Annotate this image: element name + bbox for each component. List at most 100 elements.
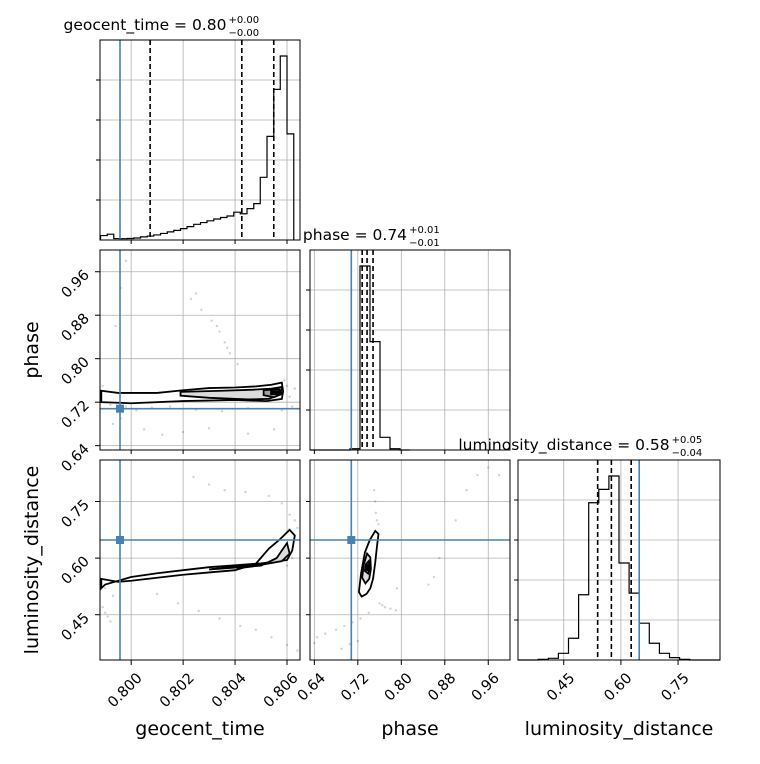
sample-point xyxy=(389,607,392,610)
sample-point xyxy=(374,511,377,515)
truth-marker xyxy=(347,536,356,544)
sample-point xyxy=(454,519,457,522)
sample-point xyxy=(291,556,294,560)
x-tick-label: 0.80 xyxy=(382,670,416,704)
x-tick-label: 0.75 xyxy=(659,670,693,704)
sample-point xyxy=(315,636,319,639)
x-tick-label: 0.64 xyxy=(295,670,329,704)
sample-point xyxy=(291,405,294,408)
sample-point xyxy=(142,428,146,431)
sample-point xyxy=(239,624,242,628)
x-tick-label: 0.45 xyxy=(544,670,578,704)
sample-point xyxy=(288,513,291,516)
sample-point xyxy=(228,352,232,355)
sample-point xyxy=(101,384,104,388)
y-tick-label: 0.96 xyxy=(59,267,93,301)
y-tick-label: 0.64 xyxy=(59,441,93,475)
panel-geocent_time-phase xyxy=(99,249,301,451)
sample-point xyxy=(487,466,490,469)
sample-point xyxy=(207,483,211,486)
x-tick-label: 0.800 xyxy=(105,670,146,711)
sample-point xyxy=(192,475,195,479)
y-axis-title: phase xyxy=(21,321,43,378)
x-tick-label: 0.60 xyxy=(601,670,635,704)
sample-point xyxy=(285,643,289,647)
sample-point xyxy=(359,617,362,620)
sample-point xyxy=(168,405,172,408)
x-tick-label: 0.72 xyxy=(338,670,372,704)
panel-frame xyxy=(309,249,511,451)
sample-point xyxy=(438,556,441,560)
sample-point xyxy=(106,615,109,618)
sample-point xyxy=(189,297,193,301)
sample-point xyxy=(374,500,377,503)
truth-marker xyxy=(116,536,124,544)
sample-point xyxy=(334,628,338,632)
truth-marker xyxy=(116,404,124,413)
sample-point xyxy=(394,608,398,612)
panel-frame xyxy=(99,459,301,661)
sample-point xyxy=(285,564,289,567)
histogram-step xyxy=(310,265,410,451)
sample-point xyxy=(194,292,198,295)
panel-frame xyxy=(99,249,301,451)
sample-point xyxy=(223,341,226,344)
sample-point xyxy=(381,604,384,607)
sample-point xyxy=(280,409,284,412)
panel-content xyxy=(100,250,300,450)
sample-point xyxy=(427,583,430,586)
x-tick-label: 0.806 xyxy=(261,670,302,711)
x-tick-label: 0.804 xyxy=(209,670,250,711)
sample-point xyxy=(218,330,221,333)
panel-geocent_time-luminosity_distance xyxy=(99,459,301,661)
x-axis-luminosity_distance: 0.45 0.60 0.75 luminosity_distance xyxy=(525,660,714,740)
sample-point xyxy=(181,430,185,434)
x-axis-title: phase xyxy=(381,718,438,740)
sample-point xyxy=(155,592,159,596)
y-tick-label: 0.80 xyxy=(59,354,93,388)
panel-content xyxy=(310,460,510,660)
sample-point xyxy=(340,647,343,650)
sample-point xyxy=(378,602,381,605)
y-tick-label: 0.45 xyxy=(59,610,93,644)
histogram-geocent_time: geocent_time = 0.80 +0.00 −0.00 xyxy=(64,15,301,241)
sample-point xyxy=(114,324,117,328)
x-tick-label: 0.96 xyxy=(469,670,503,704)
sample-point xyxy=(283,379,286,382)
x-tick-label: 0.88 xyxy=(425,670,459,704)
sample-point xyxy=(272,428,276,431)
sample-point xyxy=(176,602,180,605)
sample-point xyxy=(200,308,203,311)
x-axis-title: luminosity_distance xyxy=(525,718,714,740)
sample-point xyxy=(476,473,479,477)
sample-point xyxy=(254,628,258,632)
sample-point xyxy=(280,502,284,505)
sample-point xyxy=(103,611,107,615)
panel-frame xyxy=(309,459,511,661)
histogram-step xyxy=(518,475,720,661)
y-tick-label: 0.60 xyxy=(59,554,93,588)
sample-point xyxy=(293,519,297,522)
sample-point xyxy=(215,324,219,328)
panel-content xyxy=(100,460,300,660)
title-error-minus: −0.00 xyxy=(228,28,259,39)
sample-point xyxy=(372,488,376,492)
sample-point xyxy=(324,632,327,635)
title-error-plus: +0.01 xyxy=(409,225,440,236)
sample-point xyxy=(111,594,115,598)
sample-point xyxy=(288,395,291,398)
x-tick-label: 0.802 xyxy=(157,670,198,711)
sample-point xyxy=(497,473,501,477)
panel-frame xyxy=(517,459,721,661)
sample-point xyxy=(285,384,289,388)
sample-point xyxy=(377,522,380,526)
sample-point xyxy=(236,362,239,366)
sample-point xyxy=(383,605,387,609)
y-tick-label: 0.72 xyxy=(59,398,93,432)
histogram-step xyxy=(99,55,295,240)
histogram-phase: phase = 0.74 +0.01 −0.01 xyxy=(303,225,511,451)
density-peak xyxy=(229,565,254,568)
sample-point xyxy=(246,432,250,435)
sample-point xyxy=(197,609,200,613)
histogram-luminosity_distance: luminosity_distance = 0.58 +0.05 −0.04 xyxy=(458,435,721,661)
